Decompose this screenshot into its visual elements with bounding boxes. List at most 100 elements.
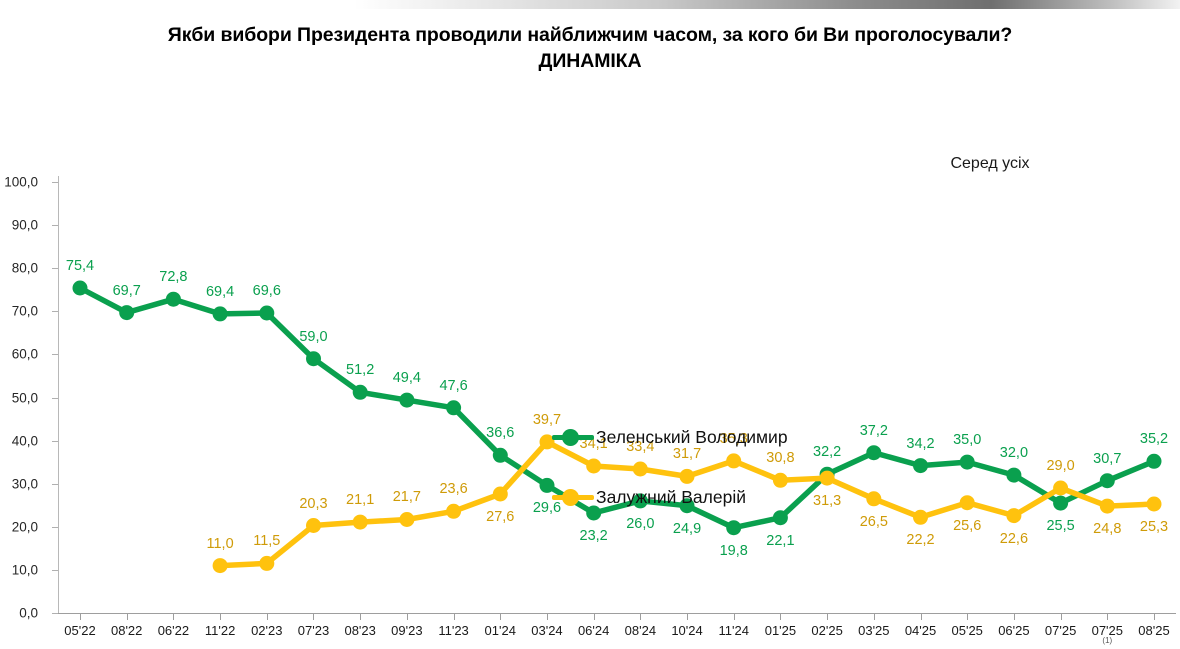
data-point-marker[interactable] — [399, 512, 415, 527]
data-point-marker[interactable] — [959, 495, 975, 511]
x-axis-tick-label: 08'23 — [344, 623, 376, 638]
data-point-marker[interactable] — [1053, 480, 1069, 496]
y-axis-tick-label: 30,0 — [11, 476, 38, 492]
x-axis-line — [58, 613, 1176, 614]
data-point-marker[interactable] — [539, 477, 555, 493]
data-point-marker[interactable] — [446, 503, 462, 519]
y-axis-tick-mark — [52, 311, 58, 313]
data-point-marker[interactable] — [866, 445, 882, 461]
data-point-marker[interactable] — [492, 447, 508, 463]
data-point-marker[interactable] — [632, 461, 648, 477]
x-axis-tick-label: 03'25 — [858, 623, 890, 638]
x-axis-tick-mark — [734, 614, 735, 620]
data-point-marker[interactable] — [913, 509, 928, 525]
x-axis-tick-mark — [874, 614, 875, 620]
x-axis-tick-label: 11'23 — [438, 623, 469, 638]
y-axis-tick-mark — [52, 182, 58, 183]
data-point-marker[interactable] — [632, 493, 648, 509]
data-point-marker[interactable] — [679, 468, 695, 484]
data-point-marker[interactable] — [586, 505, 602, 521]
x-axis-tick-label: 08'24 — [624, 623, 657, 638]
y-axis-tick-label: 10,0 — [11, 562, 38, 578]
data-point-marker[interactable] — [959, 454, 975, 470]
y-axis-tick-mark — [52, 440, 58, 442]
legend-item[interactable]: Зеленський Володимир — [552, 422, 872, 452]
data-point-marker[interactable] — [306, 518, 321, 533]
x-axis-tick-label: 07'25 (1) — [1072, 623, 1142, 645]
x-axis-tick-label: 08'22 — [110, 623, 143, 638]
data-point-marker[interactable] — [165, 291, 181, 307]
y-axis-tick-label: 60,0 — [11, 346, 38, 362]
data-point-marker[interactable] — [772, 472, 788, 488]
x-axis-tick-mark — [1107, 614, 1108, 620]
y-axis-tick-label: 50,0 — [11, 390, 38, 405]
data-point-marker[interactable] — [352, 384, 368, 400]
series-line-zelenskyy — [77, 285, 1157, 531]
data-point-marker[interactable] — [1099, 498, 1115, 514]
x-axis-tick-label: 11'22 — [204, 623, 236, 638]
x-axis-tick-label: 10'24 — [671, 623, 703, 638]
x-axis-tick-mark — [173, 614, 174, 620]
data-point-marker[interactable] — [352, 514, 368, 530]
x-axis-tick-mark — [921, 614, 922, 620]
data-point-marker[interactable] — [446, 400, 462, 416]
x-axis-tick-label: 09'23 — [391, 623, 423, 638]
x-axis-tick-label: 06'22 — [157, 623, 190, 638]
y-axis-tick-label: 40,0 — [11, 433, 38, 449]
data-point-marker[interactable] — [539, 434, 555, 450]
data-point-marker[interactable] — [866, 491, 882, 507]
y-axis-tick-mark — [52, 354, 58, 356]
data-point-marker[interactable] — [913, 458, 928, 474]
data-point-marker[interactable] — [726, 520, 742, 536]
data-point-marker[interactable] — [726, 453, 742, 469]
window-top-gradient-strip — [0, 0, 1180, 9]
y-axis-tick-mark — [52, 613, 58, 614]
x-axis-tick-label: 08'25 — [1138, 623, 1170, 638]
legend-item[interactable]: Залужний Валерій — [552, 482, 872, 512]
y-axis-tick-mark — [52, 569, 58, 571]
x-axis-tick-mark — [454, 614, 455, 620]
x-axis-tick-label: 05'22 — [64, 623, 96, 638]
data-point-marker[interactable] — [306, 351, 321, 367]
data-point-marker[interactable] — [212, 558, 228, 574]
x-axis-tick-label: 01'24 — [484, 623, 516, 638]
data-point-marker[interactable] — [819, 470, 835, 486]
title-line-2: ДИНАМІКА — [538, 50, 642, 73]
x-axis-tick-mark — [827, 614, 828, 620]
y-axis-tick-label: 0,0 — [19, 605, 38, 621]
legend-marker-green-icon — [552, 426, 594, 448]
data-point-marker[interactable] — [1146, 453, 1162, 469]
data-point-marker[interactable] — [1006, 467, 1022, 483]
line-series-svg — [72, 280, 1162, 574]
x-axis-tick-label: 02'25 — [811, 623, 843, 638]
data-point-marker[interactable] — [399, 392, 415, 408]
chart-legend: Зеленський Володимир Залужний Валерій — [552, 422, 872, 542]
x-axis-tick-mark — [360, 614, 361, 620]
data-point-marker[interactable] — [1099, 473, 1115, 489]
data-point-marker[interactable] — [259, 305, 275, 321]
data-point-marker[interactable] — [1006, 508, 1022, 524]
data-point-marker[interactable] — [586, 458, 602, 474]
x-axis-tick-mark — [127, 614, 128, 620]
y-axis-tick-mark — [52, 526, 58, 528]
x-axis-tick-mark — [313, 614, 314, 620]
data-point-marker[interactable] — [72, 280, 88, 296]
data-point-marker[interactable] — [679, 498, 695, 514]
data-point-marker[interactable] — [119, 305, 135, 321]
data-point-marker[interactable] — [1146, 496, 1162, 512]
data-point-marker[interactable] — [212, 306, 228, 322]
x-axis-tick-label: 07'25 — [1044, 623, 1077, 638]
chart-plot-area: 100,0 90,0 80,0 70,0 60,0 50,0 40,0 30,0 20,0 10,… — [0, 174, 1180, 645]
data-point-marker[interactable] — [772, 510, 788, 526]
y-axis-tick-label: 100,0 — [4, 174, 38, 190]
x-axis-tick-mark — [407, 614, 408, 620]
data-point-marker[interactable] — [1053, 495, 1069, 511]
data-point-marker[interactable] — [259, 555, 275, 571]
x-axis-tick-mark — [780, 614, 781, 620]
x-axis-tick-label: 04'25 — [904, 623, 937, 638]
data-point-marker[interactable] — [492, 486, 508, 502]
x-axis-tick-label: 03'24 — [531, 623, 563, 638]
x-axis-tick-mark — [967, 614, 968, 620]
x-axis-tick-mark — [640, 614, 641, 620]
chart-subtitle-among-all: Серед усіх — [950, 155, 1030, 172]
